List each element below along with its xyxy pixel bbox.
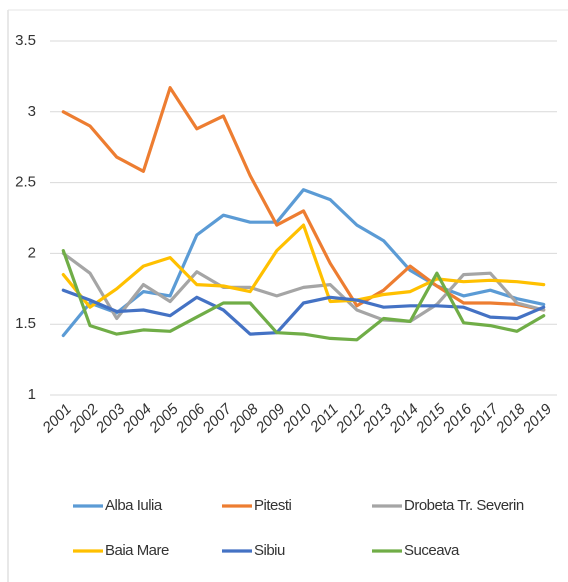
- series-line: [61, 223, 546, 309]
- series-line: [61, 188, 546, 338]
- y-tick-label: 3.5: [15, 32, 36, 49]
- y-tick-label: 1.5: [15, 315, 36, 332]
- legend-label: Suceava: [404, 542, 460, 559]
- y-tick-label: 2: [28, 244, 36, 261]
- legend-label: Alba Iulia: [105, 497, 163, 514]
- legend-label: Sibiu: [254, 542, 285, 559]
- legend-label: Baia Mare: [105, 542, 169, 559]
- legend-label: Pitesti: [254, 497, 292, 514]
- series-line: [61, 249, 546, 342]
- y-tick-label: 1: [28, 386, 36, 403]
- y-tick-label: 2.5: [15, 174, 36, 191]
- series-line: [61, 86, 546, 312]
- y-tick-label: 3: [28, 103, 36, 120]
- legend-label: Drobeta Tr. Severin: [404, 497, 524, 514]
- series-line: [61, 251, 546, 323]
- series-line: [61, 288, 546, 336]
